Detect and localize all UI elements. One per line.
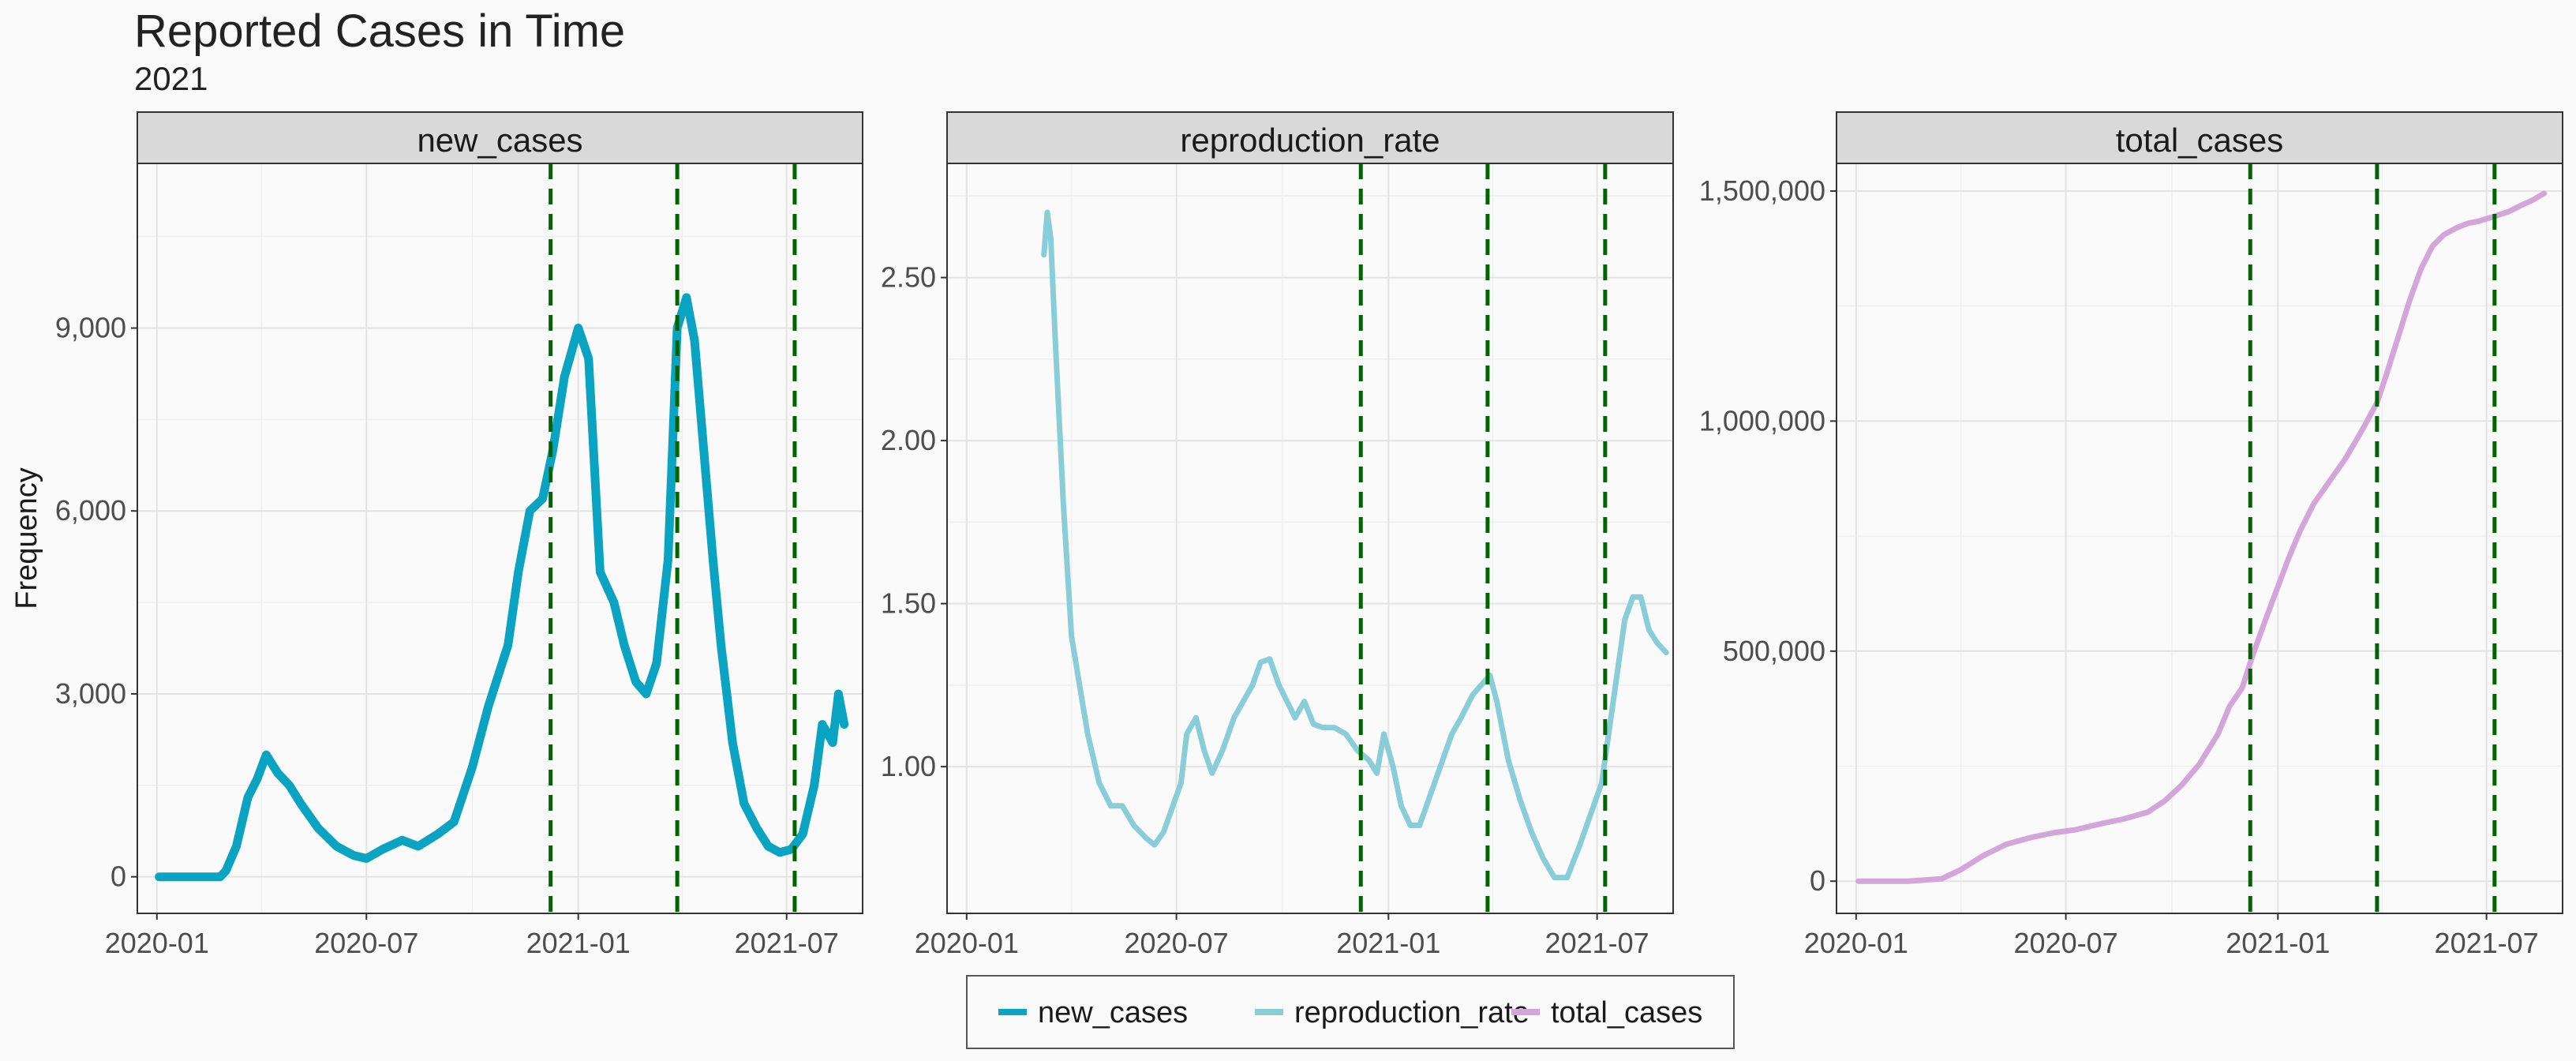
facet-strip-label: reproduction_rate [1180,122,1440,159]
y-tick-label: 0 [110,860,126,893]
x-tick-label: 2021-01 [526,927,631,959]
x-tick-label: 2021-07 [2435,927,2539,959]
facet-strip-label: new_cases [417,122,582,159]
x-tick-label: 2021-07 [1545,927,1649,959]
chart-title: Reported Cases in Time [134,6,626,57]
series-line-reproduction_rate [1041,209,1669,881]
series-line-new_cases [155,293,849,882]
x-tick-label: 2020-01 [1804,927,1908,959]
x-tick-label: 2020-07 [2014,927,2118,959]
facet-strip-label: total_cases [2116,122,2283,159]
y-tick-label: 1.50 [881,587,936,620]
x-tick-label: 2020-01 [915,927,1019,959]
series-line-total_cases [1855,190,2548,884]
y-tick-label: 0 [1810,864,1825,897]
panel-background-reproduction_rate [947,163,1673,913]
y-tick-label: 500,000 [1723,635,1825,667]
legend-label: total_cases [1551,996,1702,1029]
y-tick-label: 3,000 [55,677,126,710]
y-tick-label: 1,000,000 [1699,404,1825,437]
facet-strip-total_cases [1836,111,2563,164]
panel-background-total_cases [1837,163,2563,913]
facet-strip-new_cases [137,111,863,164]
y-tick-label: 6,000 [55,494,126,527]
chart-subtitle: 2021 [134,60,208,97]
x-tick-label: 2020-07 [1125,927,1229,959]
x-tick-label: 2020-07 [314,927,418,959]
legend-label: new_cases [1038,996,1188,1029]
x-tick-label: 2021-07 [735,927,839,959]
y-tick-label: 2.50 [881,261,936,294]
y-tick-label: 1,500,000 [1699,174,1825,207]
x-tick-label: 2021-01 [2226,927,2330,959]
y-tick-label: 1.00 [881,750,936,782]
x-tick-label: 2020-01 [105,927,209,959]
facet-strip-reproduction_rate [946,111,1674,164]
y-tick-label: 2.00 [881,424,936,456]
legend-box [966,975,1735,1049]
x-tick-label: 2021-01 [1336,927,1440,959]
y-tick-label: 9,000 [55,312,126,344]
y-axis-label: Frequency [10,467,43,609]
legend-label: reproduction_rate [1294,996,1530,1029]
